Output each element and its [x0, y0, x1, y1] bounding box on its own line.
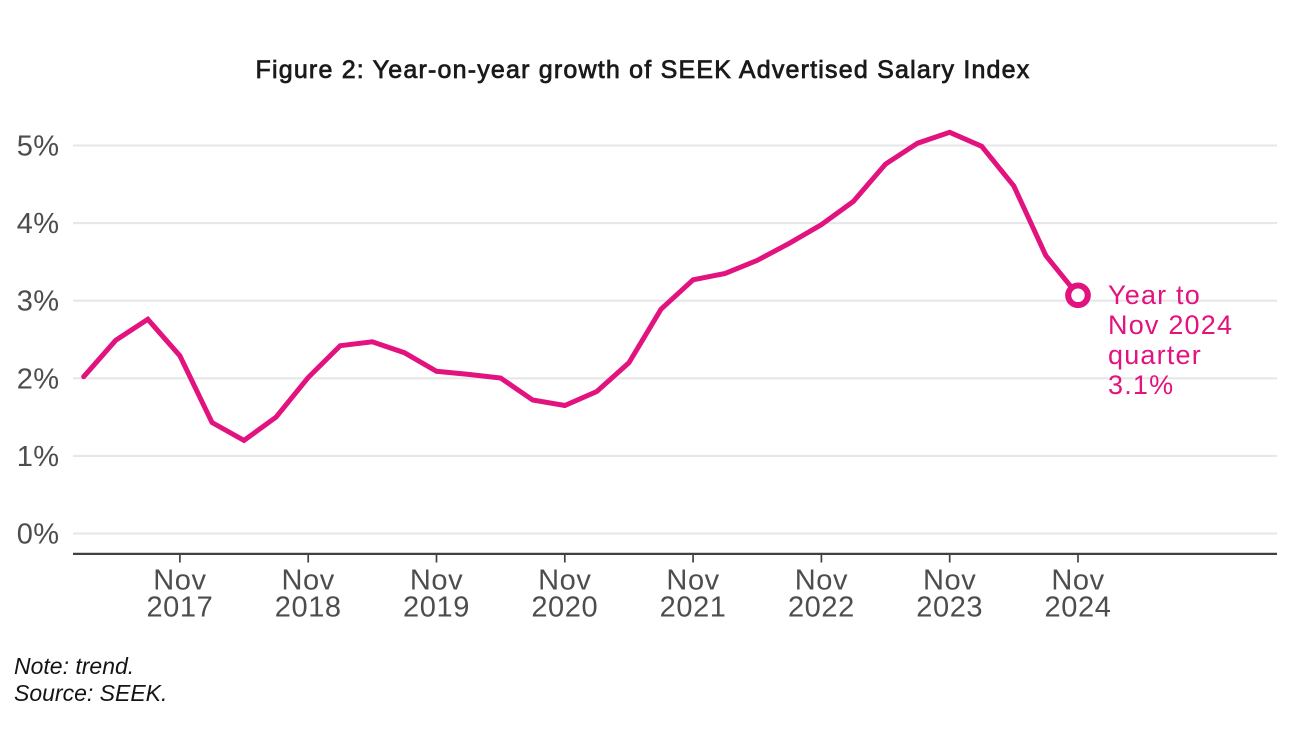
svg-text:Nov: Nov	[666, 565, 719, 597]
svg-text:3%: 3%	[17, 286, 60, 318]
svg-text:3.1%: 3.1%	[1108, 370, 1174, 400]
svg-text:2020: 2020	[531, 592, 598, 624]
svg-text:2022: 2022	[788, 592, 855, 624]
svg-text:Source: SEEK.: Source: SEEK.	[14, 680, 167, 706]
svg-text:Nov: Nov	[538, 565, 591, 597]
svg-text:4%: 4%	[17, 208, 60, 240]
svg-text:2019: 2019	[403, 592, 470, 624]
svg-text:2023: 2023	[916, 592, 983, 624]
svg-text:2024: 2024	[1045, 592, 1112, 624]
svg-text:1%: 1%	[17, 441, 60, 473]
svg-text:Nov: Nov	[153, 565, 206, 597]
svg-text:Nov: Nov	[923, 565, 976, 597]
svg-text:0%: 0%	[17, 519, 60, 551]
svg-text:Nov: Nov	[795, 565, 848, 597]
svg-text:2017: 2017	[146, 592, 213, 624]
svg-text:Nov: Nov	[282, 565, 335, 597]
svg-text:2018: 2018	[275, 592, 342, 624]
svg-text:2021: 2021	[660, 592, 727, 624]
svg-text:Nov: Nov	[410, 565, 463, 597]
svg-text:Year to: Year to	[1108, 280, 1201, 310]
svg-text:Nov 2024: Nov 2024	[1108, 310, 1233, 340]
svg-text:Note: trend.: Note: trend.	[14, 653, 134, 679]
svg-text:quarter: quarter	[1108, 340, 1202, 370]
svg-text:Figure 2: Year-on-year growth: Figure 2: Year-on-year growth of SEEK Ad…	[256, 56, 1031, 84]
svg-text:5%: 5%	[17, 131, 60, 163]
svg-text:Nov: Nov	[1051, 565, 1104, 597]
svg-text:2%: 2%	[17, 363, 60, 395]
